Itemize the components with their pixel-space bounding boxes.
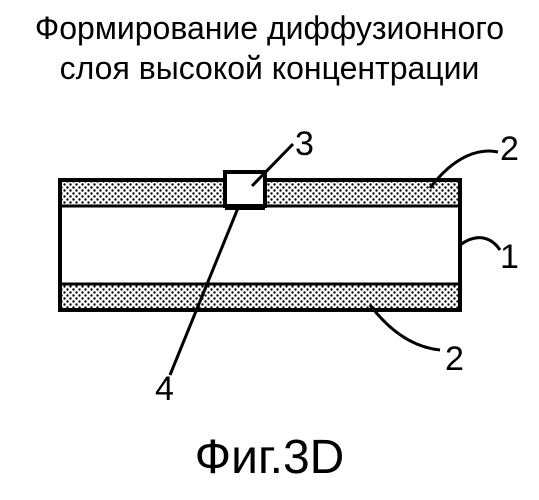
- diffusion-layer-bottom: [60, 284, 460, 310]
- label-2-bottom: 2: [445, 340, 464, 378]
- label-3: 3: [295, 125, 314, 163]
- figure-caption: Фиг.3D: [0, 430, 539, 485]
- label-1: 1: [500, 238, 519, 276]
- leader-1: [460, 238, 500, 250]
- label-2-top: 2: [500, 130, 519, 168]
- diagram: 1 2 2 3 4: [0, 0, 539, 500]
- label-4: 4: [155, 370, 174, 408]
